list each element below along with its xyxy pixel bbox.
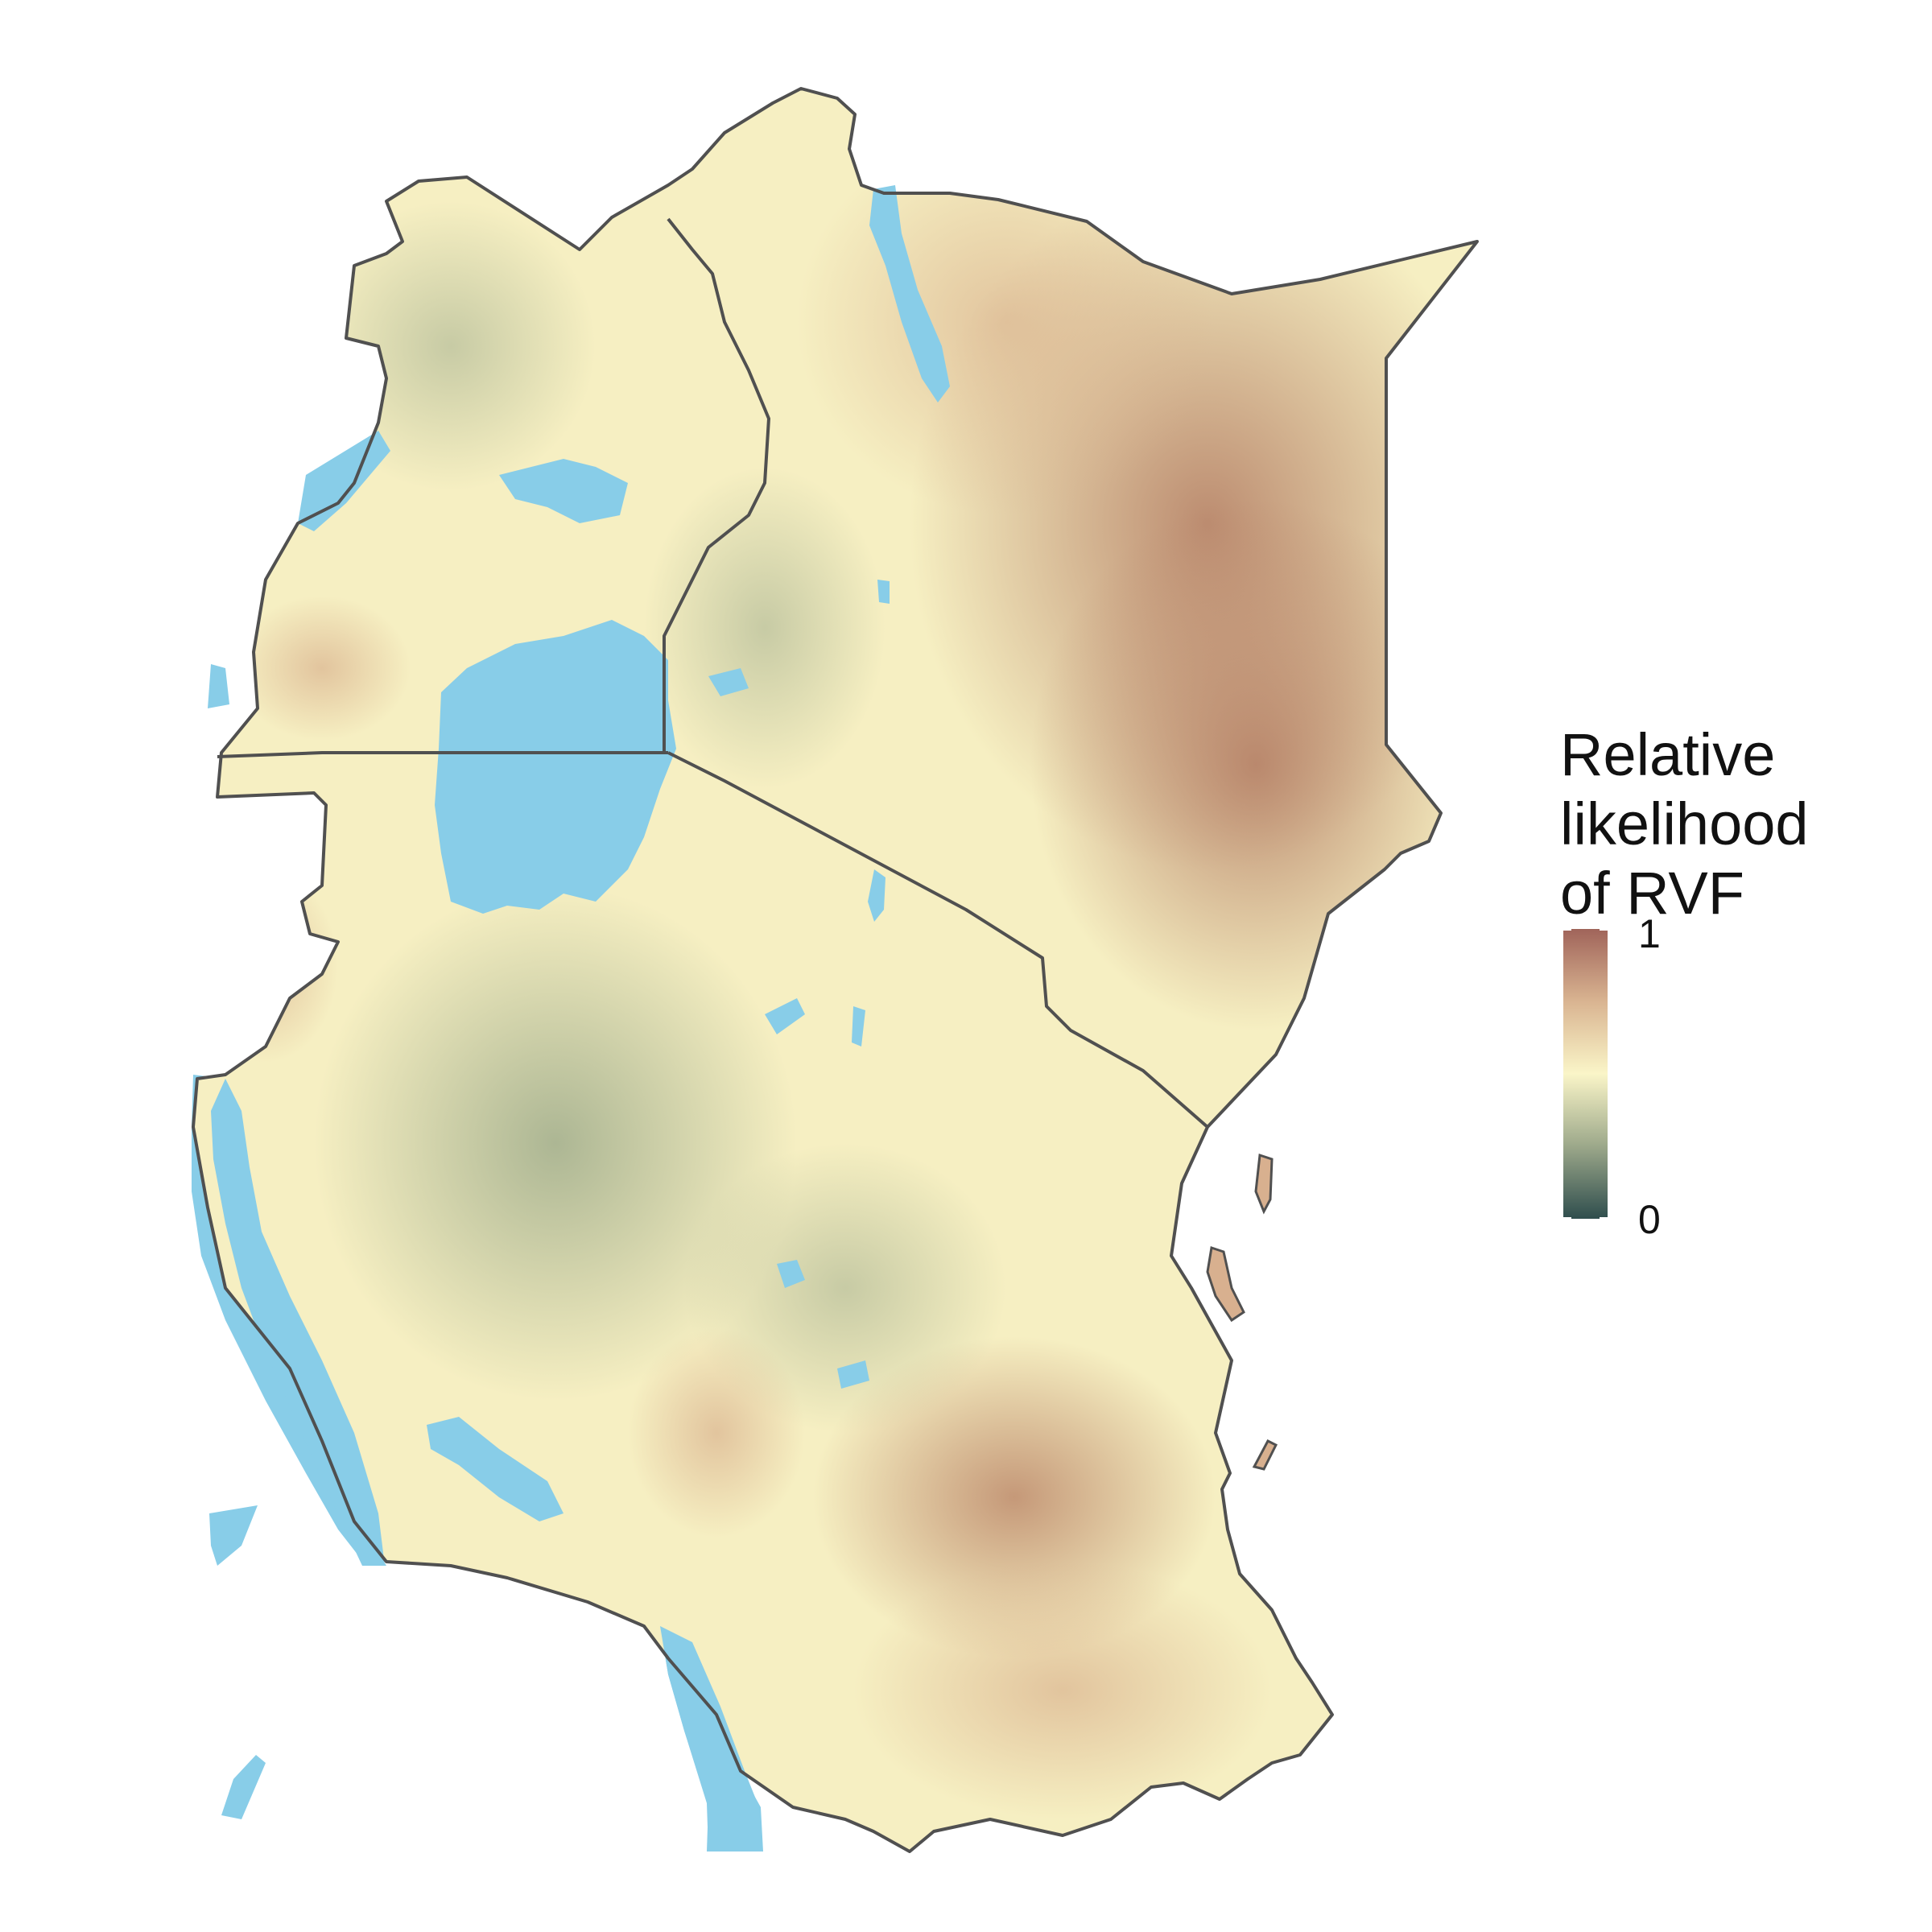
internal-borders <box>217 217 1209 1129</box>
lake-naivasha <box>868 869 886 922</box>
lake-kyoga <box>499 459 628 523</box>
legend-title-line-1: Relative <box>1560 721 1776 788</box>
legend-min-label: 0 <box>1638 1197 1661 1242</box>
islands <box>1206 1153 1278 1471</box>
mafia-island <box>1252 1439 1278 1471</box>
pemba-island <box>1254 1153 1274 1215</box>
lakes <box>211 185 950 1852</box>
zanzibar-island <box>1206 1246 1245 1323</box>
legend-title-line-2: likelihood <box>1560 791 1809 857</box>
region-outline <box>192 87 1479 1853</box>
border-uganda-tanzania <box>217 751 668 758</box>
legend-title-line-3: of RVF <box>1560 860 1744 927</box>
border-uganda-kenya <box>663 217 770 753</box>
lake-eyasi <box>765 998 805 1034</box>
land-surface <box>193 89 1477 1852</box>
lake-nyasa <box>660 1626 761 1852</box>
lake-albert <box>298 431 390 531</box>
legend-colorbar <box>1563 929 1608 1219</box>
lake-baringo <box>877 580 890 604</box>
border-kenya-tanzania <box>667 751 1209 1129</box>
legend-title: Relative likelihood of RVF <box>1560 720 1898 928</box>
lake-rukwa <box>427 1417 564 1521</box>
lake-turkana <box>869 185 950 402</box>
lake-victoria <box>435 620 676 914</box>
legend-max-label: 1 <box>1638 911 1661 956</box>
lake-tanganyika <box>211 1079 385 1566</box>
lake-manyara <box>852 1006 865 1046</box>
